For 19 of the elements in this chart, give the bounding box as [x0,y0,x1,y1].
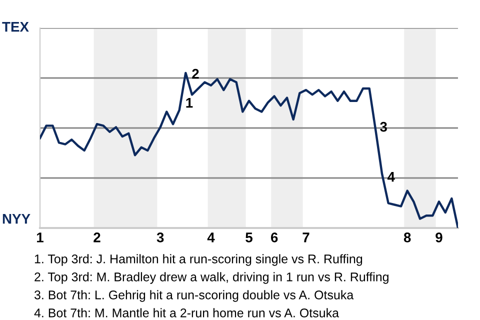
x-tick-label: 5 [246,232,252,242]
x-tick-label: 8 [404,232,411,242]
annotation: 4 [387,172,395,182]
x-tick-label: 9 [436,232,442,242]
annotation: 1 [186,98,193,108]
x-tick-label: 7 [302,232,310,242]
x-tick-label: 4 [207,232,215,242]
annotation: 2 [192,68,199,79]
text: 1. Top 3rd: J. Hamilton hit a run-scoring single vs R. Ruffing [34,254,362,266]
x-tick-label: 1 [37,232,44,242]
x-tick-label: 3 [156,232,164,242]
x-tick-label: 6 [270,232,278,242]
text: 4. Bot 7th: M. Mantle hit a 2-run home run vs A. Otsuka [34,308,340,318]
text: TEX [2,22,29,32]
annotation: 3 [380,122,387,132]
text: 2. Top 3rd: M. Bradley drew a walk, driving in 1 run vs R. Ruffing [34,272,388,284]
text: NYY [2,214,30,224]
text: 3. Bot 7th: L. Gehrig hit a run-scoring double vs A. Otsuka [34,290,354,302]
x-tick-label: 2 [94,232,100,242]
